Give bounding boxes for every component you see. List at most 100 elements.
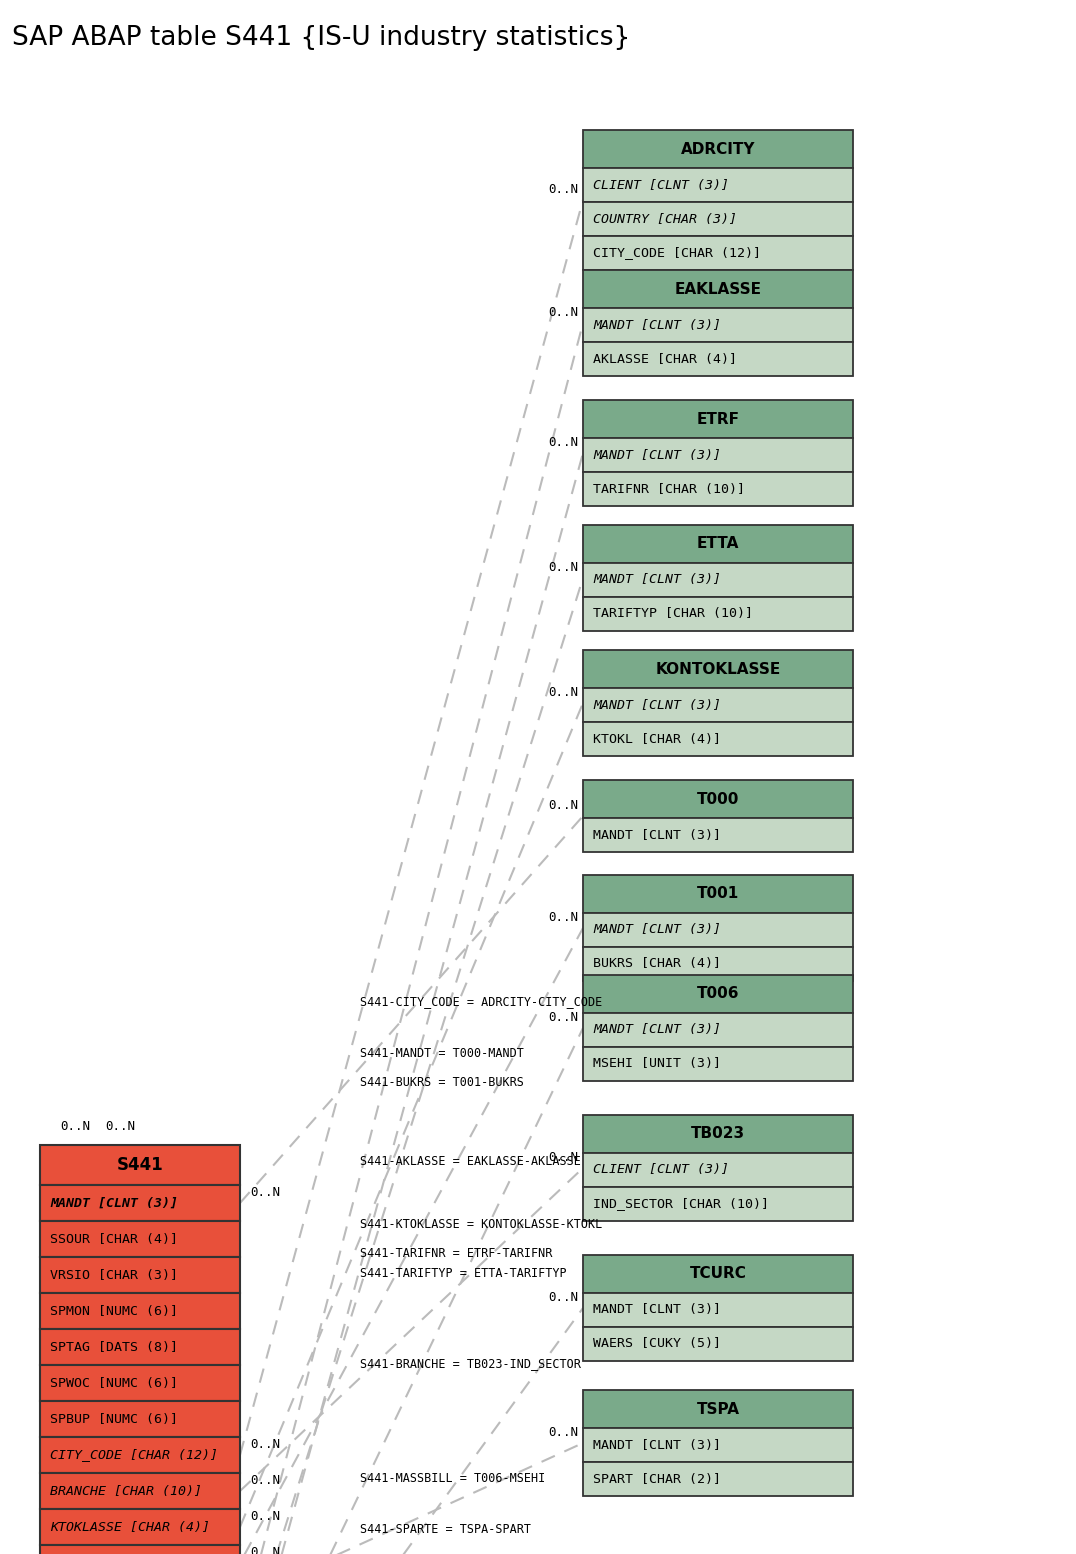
Text: S441-BRANCHE = TB023-IND_SECTOR: S441-BRANCHE = TB023-IND_SECTOR bbox=[360, 1357, 581, 1371]
Text: KONTOKLASSE: KONTOKLASSE bbox=[655, 662, 780, 676]
Text: 0..N: 0..N bbox=[548, 561, 578, 573]
Bar bbox=[583, 1047, 853, 1082]
Text: MANDT [CLNT (3)]: MANDT [CLNT (3)] bbox=[593, 923, 721, 937]
Text: CITY_CODE [CHAR (12)]: CITY_CODE [CHAR (12)] bbox=[593, 247, 761, 260]
Text: 0..N: 0..N bbox=[105, 1120, 134, 1133]
Text: IND_SECTOR [CHAR (10)]: IND_SECTOR [CHAR (10)] bbox=[593, 1198, 769, 1211]
Text: TSPA: TSPA bbox=[696, 1402, 739, 1417]
Bar bbox=[583, 1327, 853, 1361]
Text: MANDT [CLNT (3)]: MANDT [CLNT (3)] bbox=[593, 449, 721, 462]
Bar bbox=[583, 723, 853, 755]
Text: 0..N: 0..N bbox=[548, 1152, 578, 1164]
Bar bbox=[583, 650, 853, 688]
Bar bbox=[583, 780, 853, 817]
Text: CITY_CODE [CHAR (12)]: CITY_CODE [CHAR (12)] bbox=[49, 1448, 218, 1461]
Text: TB023: TB023 bbox=[691, 1127, 745, 1142]
Bar bbox=[40, 1186, 240, 1221]
Bar bbox=[40, 1364, 240, 1402]
Text: 0..N: 0..N bbox=[250, 1437, 280, 1451]
Bar bbox=[583, 597, 853, 631]
Bar bbox=[583, 399, 853, 438]
Bar bbox=[583, 342, 853, 376]
Bar bbox=[583, 1256, 853, 1293]
Text: S441-BUKRS = T001-BUKRS: S441-BUKRS = T001-BUKRS bbox=[360, 1075, 524, 1088]
Text: AKLASSE [CHAR (4)]: AKLASSE [CHAR (4)] bbox=[593, 353, 737, 365]
Text: S441-AKLASSE = EAKLASSE-AKLASSE: S441-AKLASSE = EAKLASSE-AKLASSE bbox=[360, 1155, 581, 1167]
Bar bbox=[583, 525, 853, 563]
Bar bbox=[40, 1402, 240, 1437]
Text: MANDT [CLNT (3)]: MANDT [CLNT (3)] bbox=[593, 1024, 721, 1037]
Bar bbox=[583, 875, 853, 914]
Text: MANDT [CLNT (3)]: MANDT [CLNT (3)] bbox=[593, 573, 721, 586]
Bar bbox=[583, 1389, 853, 1428]
Text: 0..N: 0..N bbox=[548, 911, 578, 925]
Text: 0..N: 0..N bbox=[548, 183, 578, 196]
Bar bbox=[40, 1145, 240, 1186]
Bar bbox=[583, 270, 853, 308]
Text: T001: T001 bbox=[697, 886, 739, 901]
Bar bbox=[583, 946, 853, 981]
Bar bbox=[583, 308, 853, 342]
Text: S441-CITY_CODE = ADRCITY-CITY_CODE: S441-CITY_CODE = ADRCITY-CITY_CODE bbox=[360, 995, 603, 1007]
Text: MSEHI [UNIT (3)]: MSEHI [UNIT (3)] bbox=[593, 1058, 721, 1071]
Text: S441-TARIFNR = ETRF-TARIFNR: S441-TARIFNR = ETRF-TARIFNR bbox=[360, 1248, 552, 1260]
Bar bbox=[583, 168, 853, 202]
Text: TARIFTYP [CHAR (10)]: TARIFTYP [CHAR (10)] bbox=[593, 608, 753, 620]
Bar bbox=[583, 688, 853, 723]
Text: VRSIO [CHAR (3)]: VRSIO [CHAR (3)] bbox=[49, 1268, 178, 1282]
Bar bbox=[583, 438, 853, 472]
Text: COUNTRY [CHAR (3)]: COUNTRY [CHAR (3)] bbox=[593, 213, 737, 225]
Text: MANDT [CLNT (3)]: MANDT [CLNT (3)] bbox=[593, 319, 721, 331]
Text: SAP ABAP table S441 {IS-U industry statistics}: SAP ABAP table S441 {IS-U industry stati… bbox=[12, 25, 631, 51]
Bar bbox=[40, 1221, 240, 1257]
Text: 0..N: 0..N bbox=[548, 306, 578, 319]
Text: TCURC: TCURC bbox=[690, 1267, 747, 1282]
Text: S441-KTOKLASSE = KONTOKLASSE-KTOKL: S441-KTOKLASSE = KONTOKLASSE-KTOKL bbox=[360, 1218, 603, 1231]
Text: SPMON [NUMC (6)]: SPMON [NUMC (6)] bbox=[49, 1304, 178, 1318]
Text: S441-MANDT = T000-MANDT: S441-MANDT = T000-MANDT bbox=[360, 1046, 524, 1060]
Bar bbox=[583, 1293, 853, 1327]
Text: MANDT [CLNT (3)]: MANDT [CLNT (3)] bbox=[49, 1197, 178, 1209]
Text: 0..N: 0..N bbox=[250, 1510, 280, 1523]
Text: SSOUR [CHAR (4)]: SSOUR [CHAR (4)] bbox=[49, 1232, 178, 1245]
Bar bbox=[583, 131, 853, 168]
Text: S441-MASSBILL = T006-MSEHI: S441-MASSBILL = T006-MSEHI bbox=[360, 1472, 546, 1484]
Text: ETRF: ETRF bbox=[696, 412, 739, 426]
Bar bbox=[583, 914, 853, 946]
Text: S441-SPARTE = TSPA-SPART: S441-SPARTE = TSPA-SPART bbox=[360, 1523, 532, 1537]
Text: ADRCITY: ADRCITY bbox=[681, 141, 755, 157]
Bar bbox=[583, 236, 853, 270]
Bar bbox=[40, 1257, 240, 1293]
Bar bbox=[40, 1329, 240, 1364]
Bar bbox=[583, 1013, 853, 1047]
Bar bbox=[583, 202, 853, 236]
Bar bbox=[583, 563, 853, 597]
Text: TARIFNR [CHAR (10)]: TARIFNR [CHAR (10)] bbox=[593, 482, 745, 496]
Text: WAERS [CUKY (5)]: WAERS [CUKY (5)] bbox=[593, 1338, 721, 1350]
Bar bbox=[40, 1293, 240, 1329]
Bar bbox=[583, 817, 853, 852]
Bar bbox=[583, 472, 853, 507]
Text: 0..N: 0..N bbox=[548, 437, 578, 449]
Bar bbox=[40, 1437, 240, 1473]
Bar bbox=[583, 974, 853, 1013]
Text: 0..N: 0..N bbox=[250, 1546, 280, 1554]
Bar bbox=[583, 1462, 853, 1497]
Text: KTOKLASSE [CHAR (4)]: KTOKLASSE [CHAR (4)] bbox=[49, 1520, 210, 1534]
Text: SPTAG [DATS (8)]: SPTAG [DATS (8)] bbox=[49, 1341, 178, 1354]
Text: SPBUP [NUMC (6)]: SPBUP [NUMC (6)] bbox=[49, 1413, 178, 1425]
Text: KTOKL [CHAR (4)]: KTOKL [CHAR (4)] bbox=[593, 732, 721, 746]
Text: S441: S441 bbox=[116, 1156, 164, 1173]
Text: ETTA: ETTA bbox=[697, 536, 739, 552]
Text: BRANCHE [CHAR (10)]: BRANCHE [CHAR (10)] bbox=[49, 1484, 202, 1498]
Bar bbox=[583, 1187, 853, 1221]
Text: BUKRS [CHAR (4)]: BUKRS [CHAR (4)] bbox=[593, 957, 721, 971]
Text: 0..N: 0..N bbox=[250, 1475, 280, 1487]
Text: 0..N: 0..N bbox=[548, 1012, 578, 1024]
Text: MANDT [CLNT (3)]: MANDT [CLNT (3)] bbox=[593, 1439, 721, 1451]
Bar bbox=[583, 1428, 853, 1462]
Text: 0..N: 0..N bbox=[548, 1427, 578, 1439]
Text: S441-TARIFTYP = ETTA-TARIFTYP: S441-TARIFTYP = ETTA-TARIFTYP bbox=[360, 1268, 567, 1280]
Text: MANDT [CLNT (3)]: MANDT [CLNT (3)] bbox=[593, 1304, 721, 1316]
Text: CLIENT [CLNT (3)]: CLIENT [CLNT (3)] bbox=[593, 179, 730, 191]
